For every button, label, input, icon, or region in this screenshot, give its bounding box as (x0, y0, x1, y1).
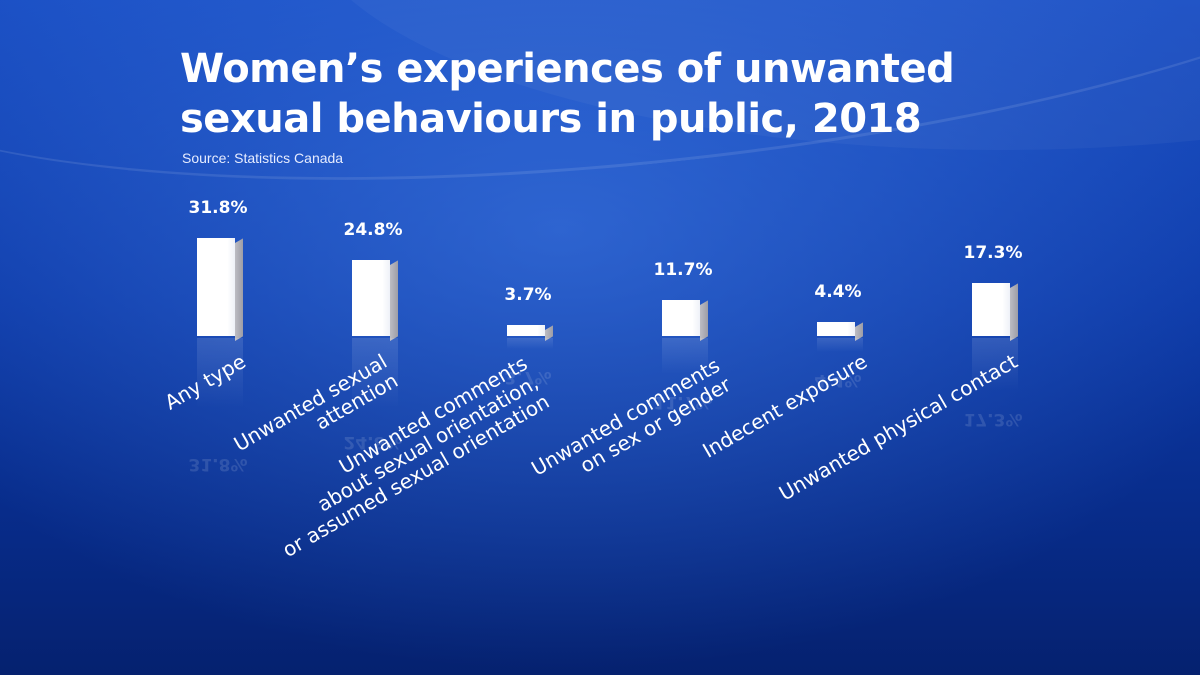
bar-face (817, 322, 855, 336)
bar-side (235, 238, 243, 341)
bar-reflection (507, 338, 553, 350)
bar-side (1010, 283, 1018, 341)
chart-source: Source: Statistics Canada (182, 150, 344, 166)
bar-4 (662, 299, 710, 341)
bar-3 (507, 324, 555, 341)
category-label: Unwanted comments about sexual orientati… (278, 351, 554, 562)
bar-face (197, 238, 235, 336)
value-label: 17.3% (963, 242, 1023, 263)
bar-face (972, 282, 1010, 336)
value-label: 24.8% (343, 219, 403, 240)
value-label: 31.8% (188, 198, 248, 218)
value-label: 11.7% (653, 259, 713, 280)
bar-face (352, 259, 390, 336)
chart-title: Women’s experiences of unwanted sexual b… (180, 46, 955, 142)
bar-face (507, 324, 545, 336)
bar-1 (197, 238, 245, 341)
value-label: 4.4% (814, 282, 862, 303)
bar-side (390, 259, 398, 341)
bar-5 (817, 322, 865, 341)
bar-reflection (662, 338, 708, 375)
bar-face (662, 299, 700, 336)
bar-reflection (352, 338, 398, 408)
bar-2 (352, 259, 400, 341)
bar-side (700, 300, 708, 341)
value-label: 3.7% (504, 284, 552, 305)
value-label-reflection: 17.3% (963, 409, 1023, 430)
bar-reflection (972, 338, 1018, 392)
bar-reflection (817, 338, 863, 352)
bar-6 (972, 282, 1020, 341)
bar-reflection (197, 338, 243, 408)
